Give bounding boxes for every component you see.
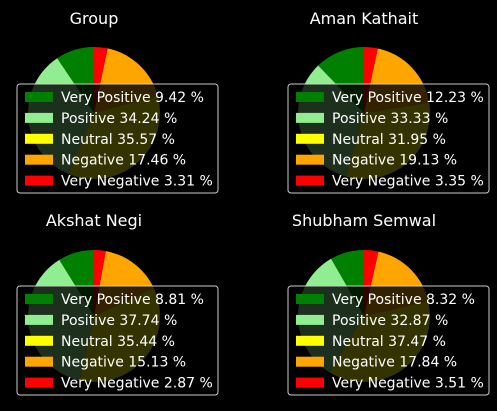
- legend-swatch-very-negative: [25, 175, 53, 186]
- legend-swatch-negative: [25, 154, 53, 165]
- legend-label-very-positive: Very Positive 8.81 %: [61, 292, 204, 308]
- legend-swatch-negative: [296, 356, 324, 367]
- legend-label-positive: Positive 32.87 %: [332, 313, 448, 329]
- legend-label-very-negative: Very Negative 3.51 %: [332, 376, 484, 392]
- legend-swatch-positive: [296, 314, 324, 325]
- legend-swatch-very-positive: [25, 294, 53, 304]
- legend-box: [16, 285, 219, 396]
- legend-swatch-neutral: [296, 335, 324, 346]
- legend-label-neutral: Neutral 37.47 %: [332, 334, 446, 350]
- legend-label-very-positive: Very Positive 9.42 %: [61, 90, 204, 106]
- legend-box: [16, 83, 219, 194]
- legend-swatch-very-negative: [25, 377, 53, 388]
- legend-label-neutral: Neutral 31.95 %: [332, 132, 446, 148]
- legend-swatch-positive: [25, 112, 53, 123]
- legend-swatch-very-negative: [296, 377, 324, 388]
- legend-swatch-very-positive: [296, 92, 324, 102]
- legend-label-negative: Negative 17.46 %: [61, 153, 186, 169]
- chart-title: Aman Kathait: [310, 9, 419, 28]
- legend-label-neutral: Neutral 35.44 %: [61, 334, 175, 350]
- legend-swatch-neutral: [25, 133, 53, 144]
- pie-panel-2: Aman Kathait Very Positive 12.23 % Positiv…: [287, 9, 490, 194]
- legend-label-very-negative: Very Negative 2.87 %: [61, 376, 213, 392]
- legend-swatch-neutral: [296, 133, 324, 144]
- legend-label-negative: Negative 17.84 %: [332, 355, 457, 371]
- legend-swatch-neutral: [25, 335, 53, 346]
- legend: Very Positive 12.23 % Positive 33.33 % Neu…: [287, 83, 490, 194]
- legend-box: [287, 285, 490, 396]
- legend-label-negative: Negative 19.13 %: [332, 153, 457, 169]
- legend-label-negative: Negative 15.13 %: [61, 355, 186, 371]
- legend-label-very-negative: Very Negative 3.35 %: [332, 174, 484, 190]
- legend-label-very-positive: Very Positive 12.23 %: [332, 90, 484, 106]
- legend-swatch-positive: [296, 112, 324, 123]
- legend: Very Positive 8.32 % Positive 32.87 % Neut…: [287, 285, 490, 396]
- legend-label-positive: Positive 34.24 %: [61, 111, 177, 127]
- legend-label-very-negative: Very Negative 3.31 %: [61, 174, 213, 190]
- pie-panel-1: Group Very Positive 9.42 % Positive 34.24 …: [16, 9, 219, 194]
- legend-swatch-positive: [25, 314, 53, 325]
- legend: Very Positive 8.81 % Positive 37.74 % Neut…: [16, 285, 219, 396]
- pie-panel-4: Shubham Semwal Very Positive 8.32 % Positi…: [287, 211, 490, 396]
- legend-label-neutral: Neutral 35.57 %: [61, 132, 175, 148]
- legend-box: [287, 83, 490, 194]
- legend-swatch-very-positive: [25, 92, 53, 102]
- legend-label-positive: Positive 37.74 %: [61, 313, 177, 329]
- chart-title: Shubham Semwal: [292, 211, 436, 230]
- legend-label-positive: Positive 33.33 %: [332, 111, 448, 127]
- legend-swatch-very-negative: [296, 175, 324, 186]
- chart-title: Group: [70, 9, 119, 28]
- legend-label-very-positive: Very Positive 8.32 %: [332, 292, 475, 308]
- pie-panel-3: Akshat Negi Very Positive 8.81 % Positive …: [16, 211, 219, 396]
- legend-swatch-negative: [25, 356, 53, 367]
- legend-swatch-negative: [296, 154, 324, 165]
- legend: Very Positive 9.42 % Positive 34.24 % Neut…: [16, 83, 219, 194]
- chart-title: Akshat Negi: [46, 211, 142, 230]
- legend-swatch-very-positive: [296, 294, 324, 304]
